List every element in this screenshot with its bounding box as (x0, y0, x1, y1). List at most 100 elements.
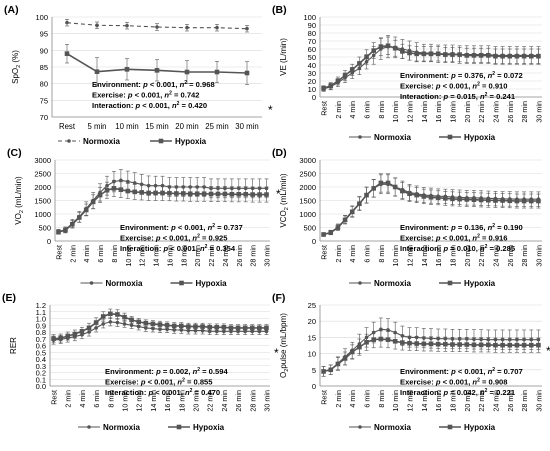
data-point (139, 182, 144, 187)
data-point (342, 73, 348, 78)
data-point (129, 317, 134, 323)
stat-n: n (472, 82, 477, 91)
data-point (153, 190, 158, 196)
y-tick-label: 60 (308, 45, 316, 54)
stat-n: n (488, 223, 493, 232)
data-point (86, 325, 92, 331)
chart-panel-a: (A) 70 75 80 85 90 95 100 Rest 5 min 10 min 15 min 2… (4, 4, 273, 146)
data-point (507, 342, 513, 348)
data-point (371, 337, 377, 342)
stat-sup: 2 (205, 244, 208, 250)
stat-lead: Interaction: (400, 388, 443, 397)
stat-lead: Environment: (400, 71, 451, 80)
y-axis-label-unit: pulse (mL/bpm) (279, 313, 288, 369)
x-tick-label: 18 min (448, 245, 457, 267)
data-point (118, 187, 124, 192)
x-tick-label: 12 min (135, 390, 144, 412)
data-point (464, 197, 470, 202)
stat-p: p (442, 92, 448, 101)
y-axis-label-unit: (L/min) (279, 38, 288, 65)
data-point (342, 356, 348, 361)
data-point (493, 53, 498, 59)
stat-p: p (162, 244, 168, 253)
data-point (58, 335, 63, 341)
data-point (181, 191, 186, 196)
x-tick-label: 8 min (377, 390, 386, 408)
x-tick-label: 2 min (334, 390, 343, 408)
y-tick-label: 500 (38, 224, 51, 233)
stat-sup: 2 (184, 80, 187, 86)
y-tick-label: 0.5 (36, 348, 46, 357)
data-point (215, 25, 219, 30)
x-tick-label: 12 min (406, 101, 415, 123)
x-tick-label: 10 min (391, 390, 400, 412)
x-tick-label: 20 min (193, 245, 202, 267)
y-tick-label: 1.0 (36, 315, 46, 324)
data-point (378, 180, 384, 186)
data-point (257, 325, 262, 331)
data-point (193, 324, 198, 329)
stat-pval: < 0.001, (168, 244, 200, 253)
stat-pval: < 0.001, (176, 223, 208, 232)
stat-lead: Environment: (400, 223, 451, 232)
x-tick-label: 12 min (406, 390, 415, 412)
x-tick-label: 22 min (206, 390, 215, 412)
stat-lead: Environment: (400, 367, 451, 376)
stat-sup: 2 (190, 388, 193, 394)
data-point (108, 311, 113, 317)
stat-lead: Exercise: (400, 234, 436, 243)
x-tick-label: 14 min (420, 390, 429, 412)
series-hypoxia (321, 36, 541, 91)
x-tick-label: 6 min (363, 101, 372, 119)
data-point (378, 44, 384, 49)
data-point (264, 325, 269, 331)
data-point (435, 51, 441, 57)
data-point (97, 192, 103, 198)
y-axis-label: RER (9, 337, 18, 354)
data-point (349, 67, 355, 73)
stat-lead: Exercise: (120, 234, 156, 243)
x-tick-label: 28 min (520, 390, 529, 412)
stat-rest: = 0.916 (480, 234, 508, 243)
stat-pval: < 0.001, (161, 234, 193, 243)
series-hypoxia (64, 44, 250, 86)
data-point (70, 221, 75, 227)
data-point (428, 51, 434, 57)
y-axis-label: VO2 (mL/min) (14, 176, 25, 225)
stat-n: n (172, 101, 177, 110)
stat-line: Interaction: p < 0.001, n2 = 0.420 (92, 101, 207, 110)
stat-line: Interaction: p = 0.015, n2 = 0.241 (400, 92, 516, 101)
stat-pval: = 0.002, (161, 367, 193, 376)
x-tick-label: 28 min (520, 101, 529, 123)
data-point (174, 191, 179, 196)
y-tick-label: 3000 (299, 156, 316, 165)
legend-label-hypoxia: Hypoxia (464, 423, 496, 432)
stat-n: n (200, 244, 205, 253)
data-point (478, 342, 484, 348)
y-axis-label-sub: 2 (16, 65, 22, 68)
data-point (76, 215, 82, 220)
data-point (457, 342, 462, 347)
x-tick-label: 20 min (191, 390, 200, 412)
y-tick-label: 2500 (299, 170, 316, 179)
data-point (157, 322, 163, 327)
stat-rest: = 0.354 (207, 244, 235, 253)
stat-rest: = 0.908 (480, 378, 508, 387)
x-tick-label: Rest (54, 245, 63, 260)
data-point (215, 191, 221, 197)
stat-n: n (488, 367, 493, 376)
y-tick-label: 0.4 (36, 355, 46, 364)
stat-pval: < 0.001, (153, 388, 185, 397)
data-point (249, 325, 255, 331)
x-tick-label: 28 min (520, 245, 529, 267)
y-tick-label: 500 (303, 224, 316, 233)
stat-pval: < 0.001, (456, 367, 488, 376)
stat-n: n (185, 388, 190, 397)
stat-p: p (134, 101, 140, 110)
data-point (478, 53, 484, 58)
data-point (536, 198, 541, 204)
y-tick-label: 0 (312, 382, 316, 391)
stat-pval: = 0.015, (448, 92, 480, 101)
stat-n: n (192, 234, 197, 243)
significance-star: * (274, 346, 279, 360)
